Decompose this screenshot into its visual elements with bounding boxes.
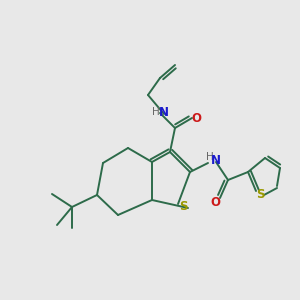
Text: S: S xyxy=(179,200,187,214)
Text: N: N xyxy=(211,154,221,167)
Text: O: O xyxy=(191,112,201,124)
Text: O: O xyxy=(210,196,220,208)
Text: H: H xyxy=(152,107,160,117)
Text: S: S xyxy=(256,188,264,202)
Text: H: H xyxy=(206,152,214,162)
Text: N: N xyxy=(159,106,169,118)
